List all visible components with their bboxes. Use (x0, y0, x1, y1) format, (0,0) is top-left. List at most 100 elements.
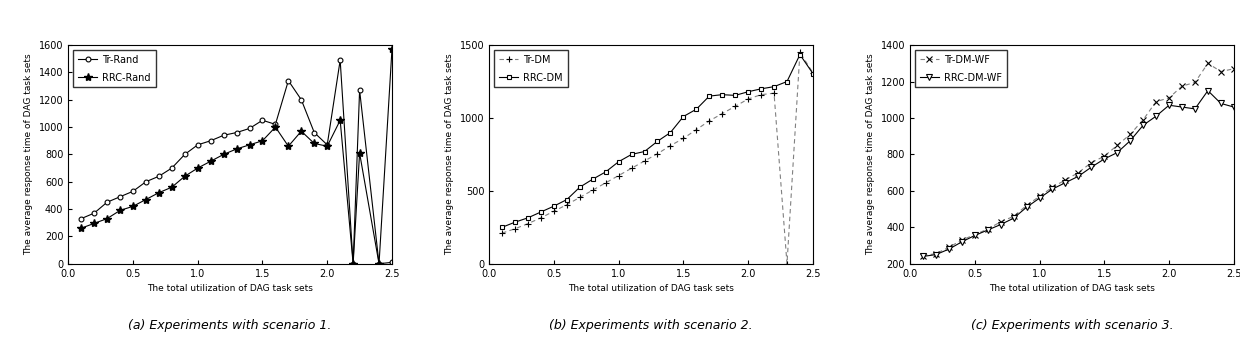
RRC-Rand (332, 118, 347, 122)
RRC-DM-WF (1148, 114, 1163, 118)
Tr-DM-WF (1136, 118, 1151, 122)
RRC-Rand (268, 125, 283, 129)
Tr-Rand (73, 217, 88, 221)
Tr-DM-WF (1110, 143, 1125, 147)
Tr-DM-WF (955, 238, 970, 242)
RRC-Rand (306, 142, 321, 146)
Tr-DM-WF (1226, 67, 1240, 71)
Text: (a) Experiments with scenario 1.: (a) Experiments with scenario 1. (129, 319, 332, 332)
Tr-DM (611, 174, 626, 178)
Tr-DM (547, 209, 562, 213)
Tr-Rand (332, 58, 347, 62)
RRC-DM-WF (1058, 180, 1073, 185)
Tr-DM-WF (1097, 154, 1112, 158)
RRC-Rand (281, 144, 296, 148)
Tr-DM (637, 159, 652, 163)
RRC-DM (676, 115, 691, 119)
RRC-DM (702, 94, 717, 98)
Tr-DM (792, 50, 807, 54)
Tr-Rand (384, 260, 399, 264)
Tr-Rand (320, 143, 335, 147)
Tr-DM-WF (941, 245, 956, 249)
RRC-DM (689, 107, 704, 111)
RRC-DM-WF (993, 222, 1008, 227)
Tr-Rand (268, 122, 283, 126)
Y-axis label: The average response time of DAG task sets: The average response time of DAG task se… (866, 53, 875, 255)
Line: RRC-DM-WF: RRC-DM-WF (920, 88, 1236, 259)
Tr-Rand (203, 139, 218, 143)
RRC-DM-WF (1110, 151, 1125, 155)
RRC-DM-WF (955, 240, 970, 244)
RRC-Rand (242, 143, 257, 147)
Legend: Tr-Rand, RRC-Rand: Tr-Rand, RRC-Rand (73, 50, 155, 87)
RRC-DM-WF (1045, 187, 1060, 191)
RRC-DM (611, 160, 626, 164)
RRC-Rand (177, 174, 192, 178)
RRC-DM (495, 225, 510, 229)
Tr-DM (559, 203, 574, 207)
Text: (b) Experiments with scenario 2.: (b) Experiments with scenario 2. (549, 319, 753, 332)
RRC-Rand (320, 144, 335, 148)
Tr-DM (728, 104, 743, 108)
Tr-DM (521, 222, 536, 226)
Tr-DM-WF (1162, 96, 1177, 100)
Line: Tr-Rand: Tr-Rand (78, 58, 394, 266)
Tr-DM (663, 144, 678, 148)
RRC-Rand (151, 191, 166, 195)
RRC-DM (650, 139, 665, 143)
Tr-DM (806, 71, 821, 75)
RRC-Rand (216, 152, 231, 156)
RRC-DM (728, 93, 743, 98)
Tr-DM-WF (1174, 84, 1189, 88)
RRC-DM-WF (1162, 103, 1177, 107)
RRC-DM-WF (967, 234, 982, 238)
RRC-DM (521, 216, 536, 220)
Tr-DM (714, 111, 729, 116)
Tr-Rand (113, 195, 128, 199)
Legend: Tr-DM, RRC-DM: Tr-DM, RRC-DM (494, 50, 568, 87)
Tr-Rand (229, 130, 244, 135)
Tr-DM (702, 119, 717, 123)
RRC-Rand (113, 208, 128, 212)
X-axis label: The total utilization of DAG task sets: The total utilization of DAG task sets (990, 284, 1154, 293)
Tr-Rand (294, 98, 309, 102)
Tr-Rand (177, 152, 192, 156)
RRC-DM (714, 93, 729, 97)
Tr-DM (507, 227, 522, 231)
Tr-DM (780, 262, 795, 266)
RRC-DM (507, 220, 522, 224)
RRC-DM (533, 210, 548, 214)
Tr-Rand (352, 88, 367, 92)
Tr-DM-WF (1200, 61, 1215, 65)
Tr-DM (676, 136, 691, 141)
Tr-DM (573, 195, 588, 200)
RRC-DM-WF (1214, 101, 1229, 105)
RRC-DM-WF (1084, 165, 1099, 169)
RRC-Rand (255, 139, 270, 143)
RRC-DM (559, 197, 574, 202)
Tr-DM (495, 231, 510, 235)
RRC-Rand (294, 129, 309, 133)
RRC-DM-WF (1006, 216, 1021, 220)
RRC-Rand (139, 197, 154, 202)
RRC-DM (663, 130, 678, 135)
Line: Tr-DM: Tr-DM (498, 49, 816, 267)
Line: RRC-Rand: RRC-Rand (77, 45, 396, 268)
RRC-Rand (87, 221, 102, 226)
RRC-DM (780, 79, 795, 84)
RRC-DM (637, 150, 652, 154)
RRC-DM (585, 177, 600, 181)
Tr-DM-WF (915, 253, 930, 257)
X-axis label: The total utilization of DAG task sets: The total utilization of DAG task sets (568, 284, 734, 293)
RRC-Rand (346, 262, 361, 266)
RRC-DM (573, 185, 588, 189)
RRC-DM-WF (1071, 174, 1086, 178)
Tr-Rand (255, 118, 270, 122)
RRC-DM (598, 170, 613, 174)
Tr-DM-WF (1058, 178, 1073, 182)
RRC-Rand (203, 159, 218, 163)
RRC-DM-WF (1097, 157, 1112, 161)
RRC-Rand (229, 147, 244, 151)
Y-axis label: The average response time of DAG task sets: The average response time of DAG task se… (24, 53, 33, 255)
Tr-DM-WF (1071, 171, 1086, 175)
